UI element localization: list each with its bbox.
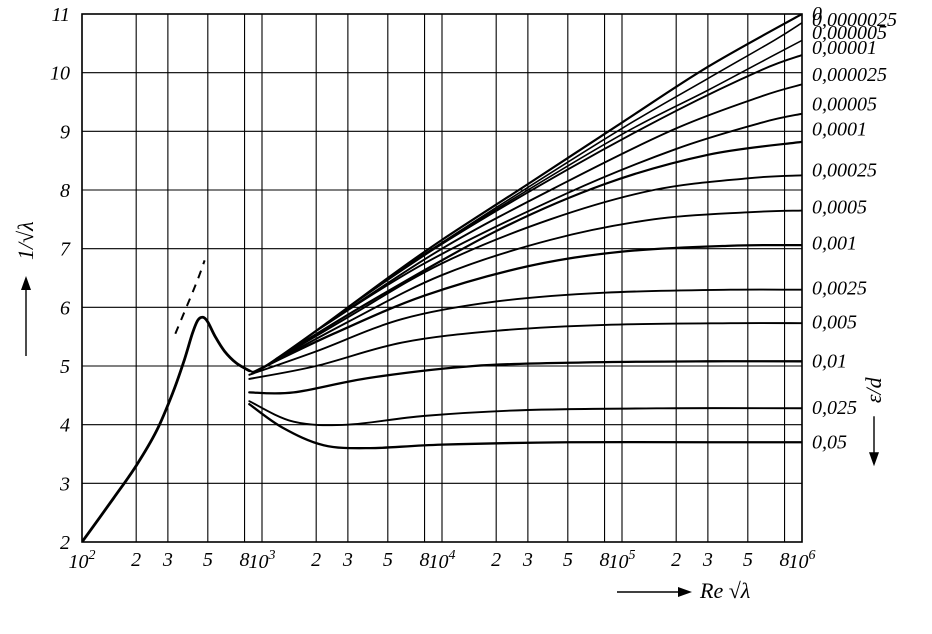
svg-text:0,01: 0,01 xyxy=(812,350,847,372)
chart-svg: 1022358103235810423581052358106234567891… xyxy=(0,0,932,634)
svg-text:5: 5 xyxy=(383,549,393,571)
svg-text:2: 2 xyxy=(671,549,681,571)
svg-text:102: 102 xyxy=(69,548,96,573)
svg-text:8: 8 xyxy=(60,180,70,202)
svg-text:105: 105 xyxy=(609,548,636,573)
svg-text:Re √λ: Re √λ xyxy=(699,578,750,603)
svg-text:5: 5 xyxy=(60,356,70,378)
svg-text:0,000025: 0,000025 xyxy=(812,64,887,86)
svg-text:3: 3 xyxy=(59,473,70,495)
svg-text:0,00025: 0,00025 xyxy=(812,160,877,182)
svg-text:0,0001: 0,0001 xyxy=(812,119,867,141)
colebrook-chart: 1022358103235810423581052358106234567891… xyxy=(0,0,932,634)
svg-text:0,001: 0,001 xyxy=(812,232,857,254)
svg-text:0,025: 0,025 xyxy=(812,397,857,419)
svg-text:0,00005: 0,00005 xyxy=(812,93,877,115)
svg-text:5: 5 xyxy=(203,549,213,571)
svg-text:0,0005: 0,0005 xyxy=(812,197,867,219)
svg-text:0,05: 0,05 xyxy=(812,431,847,453)
svg-text:5: 5 xyxy=(743,549,753,571)
svg-text:9: 9 xyxy=(60,121,70,143)
svg-text:3: 3 xyxy=(342,549,353,571)
svg-text:0,005: 0,005 xyxy=(812,312,857,334)
svg-text:104: 104 xyxy=(429,548,456,573)
svg-text:ε/d: ε/d xyxy=(861,376,886,403)
svg-text:3: 3 xyxy=(522,549,533,571)
svg-text:2: 2 xyxy=(60,532,70,554)
svg-text:7: 7 xyxy=(60,239,71,261)
svg-text:3: 3 xyxy=(702,549,713,571)
svg-text:6: 6 xyxy=(60,297,70,319)
svg-text:106: 106 xyxy=(789,548,816,573)
svg-text:10: 10 xyxy=(50,63,70,85)
svg-text:0,0025: 0,0025 xyxy=(812,278,867,300)
svg-text:0,00001: 0,00001 xyxy=(812,37,877,59)
svg-text:2: 2 xyxy=(131,549,141,571)
svg-text:2: 2 xyxy=(491,549,501,571)
svg-text:103: 103 xyxy=(249,548,276,573)
svg-text:4: 4 xyxy=(60,415,70,437)
svg-text:3: 3 xyxy=(162,549,173,571)
svg-text:11: 11 xyxy=(51,4,70,26)
svg-text:5: 5 xyxy=(563,549,573,571)
svg-text:1/√λ: 1/√λ xyxy=(13,221,38,260)
svg-text:2: 2 xyxy=(311,549,321,571)
